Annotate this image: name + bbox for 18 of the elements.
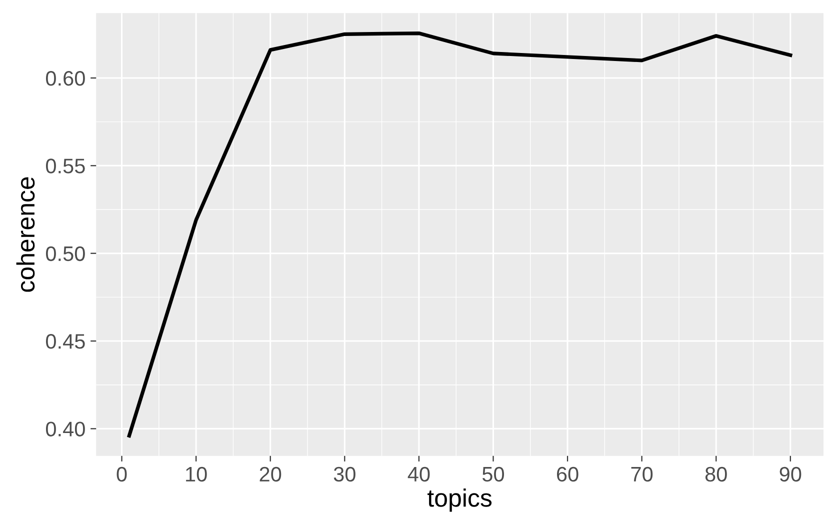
y-tick-label: 0.55 xyxy=(46,158,85,174)
x-tick-label: 10 xyxy=(186,466,207,482)
line-series xyxy=(127,31,792,438)
y-axis-title: coherence xyxy=(16,177,35,292)
y-tick-label: 0.60 xyxy=(46,70,85,86)
x-tick-label: 70 xyxy=(631,466,653,482)
y-tick-label: 0.40 xyxy=(46,422,85,436)
y-tick-label: 0.50 xyxy=(46,246,85,262)
x-tick-label: 20 xyxy=(260,466,282,482)
x-tick-label: 90 xyxy=(780,466,802,482)
x-tick-label: 30 xyxy=(334,466,356,482)
x-tick-label: 80 xyxy=(705,466,727,482)
x-tick-label: 50 xyxy=(482,466,504,482)
x-tick-label: 0 xyxy=(116,466,127,482)
x-tick-label: 40 xyxy=(408,466,430,482)
x-axis-title: topics xyxy=(428,488,492,512)
y-tick-label: 0.45 xyxy=(46,334,85,349)
x-tick-label: 60 xyxy=(556,466,578,482)
